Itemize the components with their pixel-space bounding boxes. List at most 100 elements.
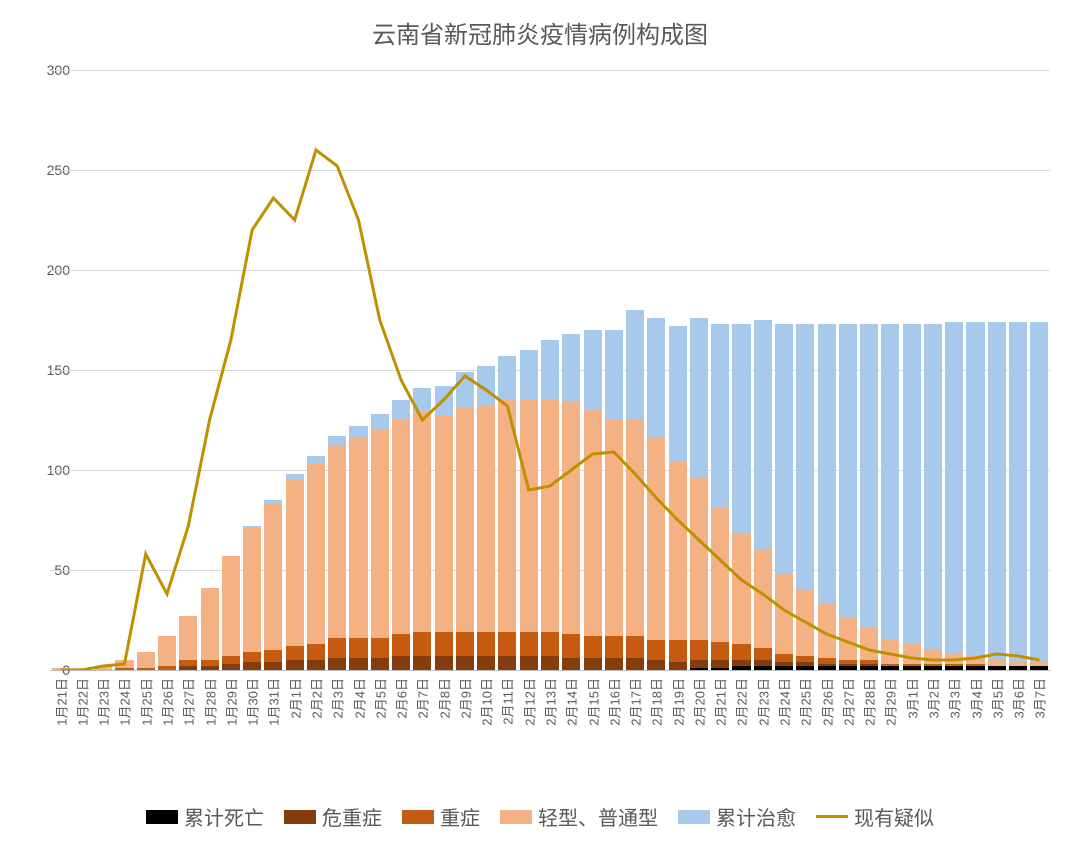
- legend-label: 累计治愈: [716, 808, 796, 830]
- bar-segment-severe: [243, 652, 261, 662]
- x-tick-label: 2月9日: [455, 678, 474, 718]
- bar-segment-severe: [903, 664, 921, 666]
- legend-label: 累计死亡: [184, 808, 264, 830]
- bar-segment-mild: [201, 588, 219, 660]
- bar-segment-mild: [392, 420, 410, 634]
- bar-segment-cured: [520, 350, 538, 400]
- bar-segment-mild: [541, 400, 559, 632]
- bar-segment-critical: [775, 662, 793, 666]
- x-tick-label: 2月29日: [881, 678, 900, 726]
- bar-segment-mild: [413, 412, 431, 632]
- bar-segment-cured: [349, 426, 367, 438]
- bar-segment-mild: [796, 590, 814, 656]
- legend-line-swatch: [816, 815, 848, 818]
- bar-segment-mild: [732, 534, 750, 644]
- bar-segment-mild: [158, 636, 176, 666]
- bar-segment-mild: [903, 644, 921, 664]
- bar-segment-mild: [924, 650, 942, 664]
- bar-segment-severe: [690, 640, 708, 660]
- bar-segment-severe: [349, 638, 367, 658]
- bar-segment-deaths: [754, 666, 772, 670]
- bar-segment-severe: [179, 660, 197, 666]
- bar-segment-mild: [690, 478, 708, 640]
- bar-segment-critical: [477, 656, 495, 670]
- x-tick-label: 2月18日: [647, 678, 666, 726]
- bar-segment-mild: [1009, 662, 1027, 666]
- bar-segment-mild: [264, 504, 282, 650]
- x-tick-label: 1月25日: [136, 678, 155, 726]
- bar-segment-cured: [626, 310, 644, 420]
- bar-segment-mild: [477, 406, 495, 632]
- x-tick-label: 2月2日: [306, 678, 325, 718]
- bar-segment-severe: [413, 632, 431, 656]
- bar-segment-severe: [881, 664, 899, 666]
- bar-segment-deaths: [966, 666, 984, 670]
- x-tick-label: 2月24日: [775, 678, 794, 726]
- x-tick-label: 2月25日: [796, 678, 815, 726]
- bar-segment-mild: [243, 528, 261, 652]
- bar-segment-mild: [754, 550, 772, 648]
- bar-segment-critical: [286, 660, 304, 670]
- bar-segment-severe: [307, 644, 325, 660]
- bar-segment-cured: [839, 324, 857, 618]
- bar-segment-cured: [881, 324, 899, 640]
- legend-label: 现有疑似: [854, 808, 934, 830]
- bar-segment-mild: [498, 400, 516, 632]
- legend-item: 重症: [402, 802, 480, 831]
- x-tick-label: 1月23日: [94, 678, 113, 726]
- bar-segment-severe: [584, 636, 602, 658]
- bar-segment-cured: [775, 324, 793, 574]
- bar-segment-critical: [839, 664, 857, 666]
- bar-segment-cured: [264, 500, 282, 504]
- bar-segment-mild: [881, 640, 899, 664]
- bar-segment-mild: [988, 660, 1006, 666]
- x-tick-label: 2月19日: [668, 678, 687, 726]
- bar-segment-mild: [179, 616, 197, 660]
- x-tick-label: 2月8日: [434, 678, 453, 718]
- bar-segment-cured: [966, 322, 984, 656]
- x-tick-label: 3月5日: [987, 678, 1006, 718]
- bar-segment-mild: [839, 618, 857, 660]
- bar-segment-mild: [520, 400, 538, 632]
- bar-segment-mild: [115, 660, 133, 668]
- x-tick-label: 2月15日: [583, 678, 602, 726]
- x-tick-label: 2月10日: [477, 678, 496, 726]
- bar-segment-severe: [711, 642, 729, 660]
- bar-segment-mild: [669, 462, 687, 640]
- bar-segment-deaths: [924, 666, 942, 670]
- x-tick-label: 2月22日: [732, 678, 751, 726]
- bar-segment-severe: [562, 634, 580, 658]
- bar-segment-critical: [371, 658, 389, 670]
- bar-segment-critical: [711, 660, 729, 668]
- bar-segment-cured: [243, 526, 261, 528]
- bar-segment-mild: [966, 656, 984, 664]
- bar-segment-severe: [924, 664, 942, 666]
- bar-segment-cured: [328, 436, 346, 446]
- legend-item: 累计死亡: [146, 802, 264, 831]
- legend-item: 轻型、普通型: [500, 802, 658, 831]
- bar-segment-mild: [73, 668, 91, 670]
- bar-segment-cured: [945, 322, 963, 654]
- bar-segment-severe: [115, 668, 133, 670]
- bar-segment-critical: [307, 660, 325, 670]
- bar-segment-cured: [690, 318, 708, 478]
- bar-segment-severe: [435, 632, 453, 656]
- bar-segment-deaths: [818, 666, 836, 670]
- chart-container: 云南省新冠肺炎疫情病例构成图 累计死亡危重症重症轻型、普通型累计治愈现有疑似 0…: [0, 0, 1080, 851]
- bar-segment-cured: [605, 330, 623, 420]
- x-tick-label: 1月27日: [179, 678, 198, 726]
- bar-segment-critical: [626, 658, 644, 670]
- x-tick-label: 2月7日: [413, 678, 432, 718]
- bar-segment-cured: [498, 356, 516, 400]
- bar-segment-severe: [626, 636, 644, 658]
- bar-segment-mild: [711, 508, 729, 642]
- bar-segment-critical: [520, 656, 538, 670]
- bar-segment-mild: [562, 402, 580, 634]
- bar-segment-cured: [413, 388, 431, 412]
- legend-item: 危重症: [284, 802, 382, 831]
- bar-segment-severe: [839, 660, 857, 664]
- bar-segment-critical: [562, 658, 580, 670]
- x-tick-label: 2月26日: [817, 678, 836, 726]
- bar-segment-severe: [818, 658, 836, 664]
- x-tick-label: 2月27日: [838, 678, 857, 726]
